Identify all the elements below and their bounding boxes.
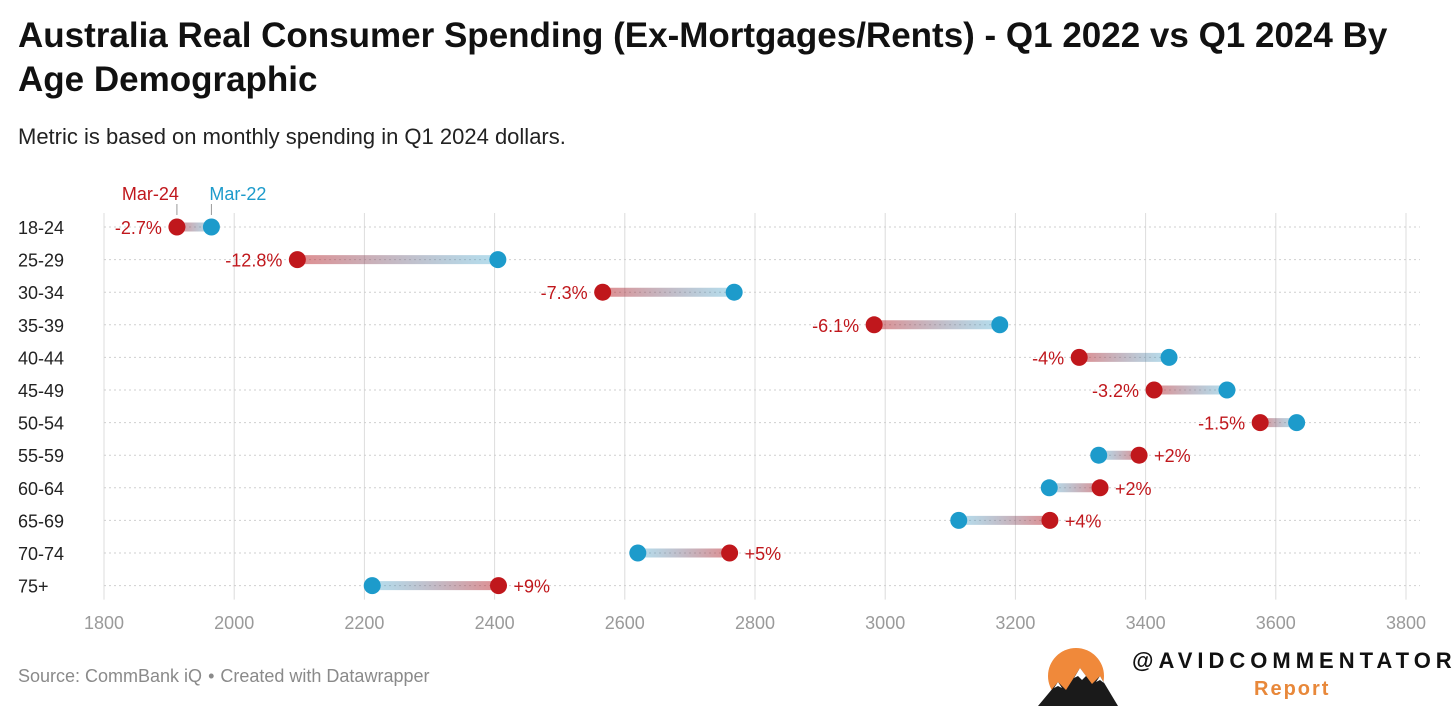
change-label: -4% — [1032, 348, 1064, 368]
mar22-dot — [629, 544, 647, 562]
change-label: +9% — [514, 577, 551, 597]
x-tick-label: 3600 — [1256, 613, 1296, 633]
mar24-dot — [865, 316, 883, 334]
mar22-dot — [1090, 446, 1108, 464]
mar24-dot — [594, 283, 612, 301]
category-label: 60-64 — [18, 479, 64, 499]
x-tick-label: 2400 — [475, 613, 515, 633]
chart-title: Australia Real Consumer Spending (Ex-Mor… — [18, 16, 1388, 99]
mar22-dot — [1218, 381, 1236, 399]
chart-row: 70-74 +5% — [18, 544, 781, 564]
source-footer: Source: CommBank iQ • Created with Datawra… — [18, 666, 429, 687]
mar24-dot — [721, 544, 739, 562]
legend: Mar-24 Mar-22 — [122, 184, 266, 215]
created-with-text: Created with Datawrapper — [220, 666, 430, 686]
chart-row: 35-39 -6.1% — [18, 316, 1009, 336]
category-label: 30-34 — [18, 283, 64, 303]
change-label: +2% — [1154, 446, 1191, 466]
mar22-dot — [1160, 348, 1178, 366]
category-label: 35-39 — [18, 316, 64, 336]
category-label: 65-69 — [18, 511, 64, 531]
mar22-dot — [725, 283, 743, 301]
mar22-dot — [991, 316, 1009, 334]
change-label: +5% — [745, 544, 782, 564]
chart-row: 55-59 +2% — [18, 446, 1191, 466]
change-label: -2.7% — [115, 218, 162, 238]
mar22-dot — [202, 218, 220, 236]
mar24-dot — [1130, 446, 1148, 464]
brand-report-label: Report — [1254, 678, 1331, 700]
chart-rows: 18-24 -2.7% 25-29 -12.8% 30-34 -7.3% 35-39 -6.1… — [18, 218, 1306, 597]
mar22-dot — [489, 251, 507, 269]
mar22-dot — [1040, 479, 1058, 497]
change-label: -6.1% — [812, 316, 859, 336]
chart-row: 30-34 -7.3% — [18, 283, 743, 303]
chart-row: 75+ +9% — [18, 577, 550, 597]
mar24-dot — [1145, 381, 1163, 399]
footer-separator: • — [208, 666, 215, 686]
chart-row: 65-69 +4% — [18, 511, 1101, 531]
x-tick-label: 3800 — [1386, 613, 1426, 633]
x-tick-label: 3000 — [865, 613, 905, 633]
chart-row: 60-64 +2% — [18, 479, 1152, 499]
mar24-dot — [1091, 479, 1109, 497]
x-tick-label: 2000 — [214, 613, 254, 633]
mar24-dot — [1070, 348, 1088, 366]
x-tick-label: 1800 — [84, 613, 124, 633]
change-label: -12.8% — [225, 251, 282, 271]
legend-mar24: Mar-24 — [122, 184, 179, 204]
change-label: +2% — [1115, 479, 1152, 499]
dot-plot-chart: Mar-24 Mar-22 18-24 -2.7% 25-29 -12.8% 30-34 -… — [18, 184, 1426, 633]
chart-row: 45-49 -3.2% — [18, 381, 1236, 401]
category-label: 40-44 — [18, 348, 64, 368]
x-tick-label: 3200 — [995, 613, 1035, 633]
change-label: -3.2% — [1092, 381, 1139, 401]
chart-row: 40-44 -4% — [18, 348, 1178, 368]
mar24-dot — [1041, 511, 1059, 529]
mountain-sun-logo-icon — [1038, 648, 1118, 706]
category-label: 45-49 — [18, 381, 64, 401]
chart-row: 50-54 -1.5% — [18, 414, 1306, 434]
mar22-dot — [363, 577, 381, 595]
brand-handle: @AVIDCOMMENTATOR — [1132, 648, 1456, 673]
legend-mar22: Mar-22 — [209, 184, 266, 204]
mar22-dot — [1288, 414, 1306, 432]
change-label: +4% — [1065, 511, 1102, 531]
grid-lines — [103, 213, 1420, 600]
category-label: 70-74 — [18, 544, 64, 564]
category-label: 18-24 — [18, 218, 64, 238]
x-axis-ticks: 1800 2000 2200 2400 2600 2800 3000 3200 3400 3600… — [84, 613, 1426, 633]
x-tick-label: 2200 — [344, 613, 384, 633]
mar24-dot — [168, 218, 186, 236]
change-label: -1.5% — [1198, 414, 1245, 434]
mar24-dot — [1251, 414, 1269, 432]
category-label: 75+ — [18, 577, 49, 597]
change-label: -7.3% — [541, 283, 588, 303]
x-tick-label: 2600 — [605, 613, 645, 633]
chart-subtitle: Metric is based on monthly spending in Q… — [18, 124, 566, 149]
category-label: 25-29 — [18, 251, 64, 271]
category-label: 55-59 — [18, 446, 64, 466]
chart-row: 25-29 -12.8% — [18, 251, 507, 271]
category-label: 50-54 — [18, 414, 64, 434]
mar24-dot — [490, 577, 508, 595]
mar24-dot — [288, 251, 306, 269]
x-tick-label: 2800 — [735, 613, 775, 633]
chart-row: 18-24 -2.7% — [18, 218, 220, 238]
brand-logo-block: @AVIDCOMMENTATOR Report — [1036, 640, 1452, 706]
x-tick-label: 3400 — [1126, 613, 1166, 633]
source-text: Source: CommBank iQ — [18, 666, 203, 686]
mar22-dot — [950, 511, 968, 529]
